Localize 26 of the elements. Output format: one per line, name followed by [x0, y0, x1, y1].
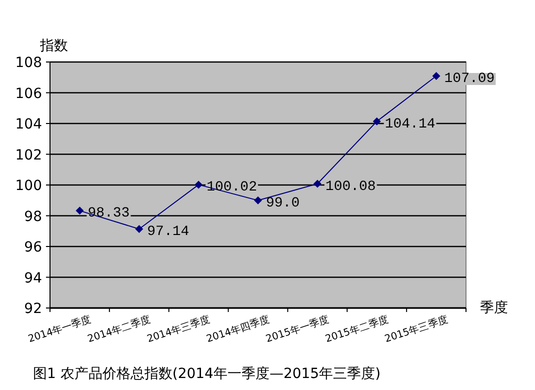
point — [135, 224, 144, 233]
data-label: 104.14 — [384, 116, 436, 132]
y-tick-label: 100 — [15, 178, 42, 194]
point — [432, 72, 440, 80]
y-tick-label: 94 — [24, 270, 42, 286]
point — [194, 180, 203, 189]
point — [313, 180, 322, 188]
text: 图1 农产品价格总指数(2014年一季度—2015年三季度) — [33, 366, 381, 382]
data-label: 107.09 — [444, 70, 495, 87]
data-label: 100.08 — [325, 178, 376, 195]
point — [254, 196, 262, 204]
y-tick-label: 92 — [24, 301, 42, 317]
y-tick-label: 98 — [24, 208, 42, 225]
data-label: 98.33 — [88, 206, 130, 222]
y-tick-label: 108 — [15, 55, 42, 71]
y-axis-title: 指数 — [39, 38, 68, 54]
point — [372, 117, 381, 126]
y-tick-label: 104 — [15, 116, 42, 132]
data-label: 97.14 — [147, 224, 190, 240]
y-tick-label: 102 — [15, 147, 42, 164]
y-tick-label: 106 — [15, 86, 42, 102]
data-label: 100.02 — [206, 180, 257, 196]
point — [76, 206, 84, 215]
data-label: 99.0 — [266, 195, 300, 212]
y-tick-label: 96 — [24, 240, 42, 256]
x-axis-title: 季度 — [480, 300, 508, 316]
